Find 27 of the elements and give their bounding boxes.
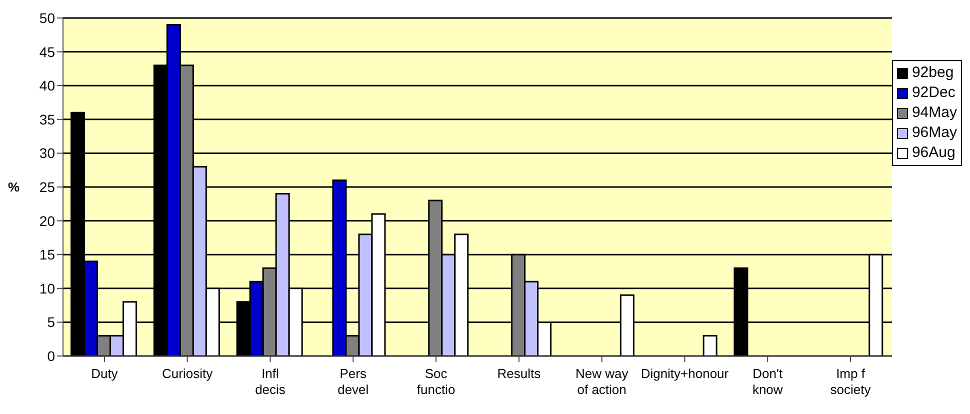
y-axis-title: % (8, 180, 20, 195)
y-tick-label: 15 (39, 246, 56, 263)
y-tick-label: 0 (47, 348, 56, 364)
y-tick-label: 20 (39, 212, 56, 229)
x-tick-label: Results (497, 366, 542, 381)
x-tick-label: New way of action (575, 366, 629, 397)
y-tick-label: 30 (39, 145, 56, 162)
y-tick-label: 45 (39, 44, 56, 60)
y-tick-label: 35 (39, 111, 56, 128)
legend-label: 96Aug (912, 143, 956, 163)
x-tick-label: Pers devel (338, 366, 369, 397)
legend-label: 96May (912, 123, 957, 143)
x-tick-label: Imp f society (830, 366, 872, 397)
x-tick-label: Soc functio (416, 366, 456, 397)
y-tick-label: 40 (39, 78, 56, 94)
y-tick-label: 25 (39, 178, 56, 195)
y-tick-label: 50 (39, 10, 56, 26)
legend-label: 92Dec (912, 83, 956, 103)
x-tick-label: Curiosity (162, 366, 214, 381)
y-tick-label: 10 (39, 280, 56, 296)
legend-label: 92beg (912, 63, 954, 83)
x-tick-label: Duty (91, 366, 118, 381)
x-tick-label: Don't know (752, 366, 784, 397)
x-tick-label: Dignity+honour (640, 366, 730, 381)
y-tick-label: 5 (47, 314, 56, 330)
x-tick-label: Infl decis (255, 366, 286, 397)
legend-label: 94May (912, 103, 957, 123)
